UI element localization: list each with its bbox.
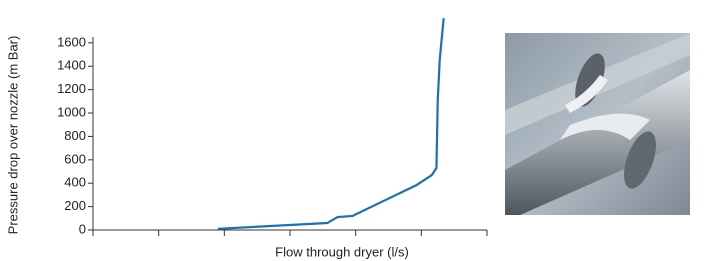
photo [505, 33, 690, 215]
page: Pressure drop over nozzle (m Bar) Flow t… [0, 0, 709, 261]
y-tick-label: 1000 [57, 104, 86, 119]
y-tick-label: 1600 [57, 34, 86, 49]
y-tick-label: 400 [64, 175, 86, 190]
y-axis-label: Pressure drop over nozzle (m Bar) [5, 36, 20, 235]
y-tick-label: 800 [64, 128, 86, 143]
x-axis-label: Flow through dryer (l/s) [275, 244, 409, 259]
y-tick-label: 600 [64, 151, 86, 166]
data-line [218, 18, 444, 229]
y-tick-label: 1200 [57, 81, 86, 96]
y-tick-label: 0 [79, 221, 86, 236]
y-tick-label: 1400 [57, 58, 86, 73]
y-tick-label: 200 [64, 198, 86, 213]
